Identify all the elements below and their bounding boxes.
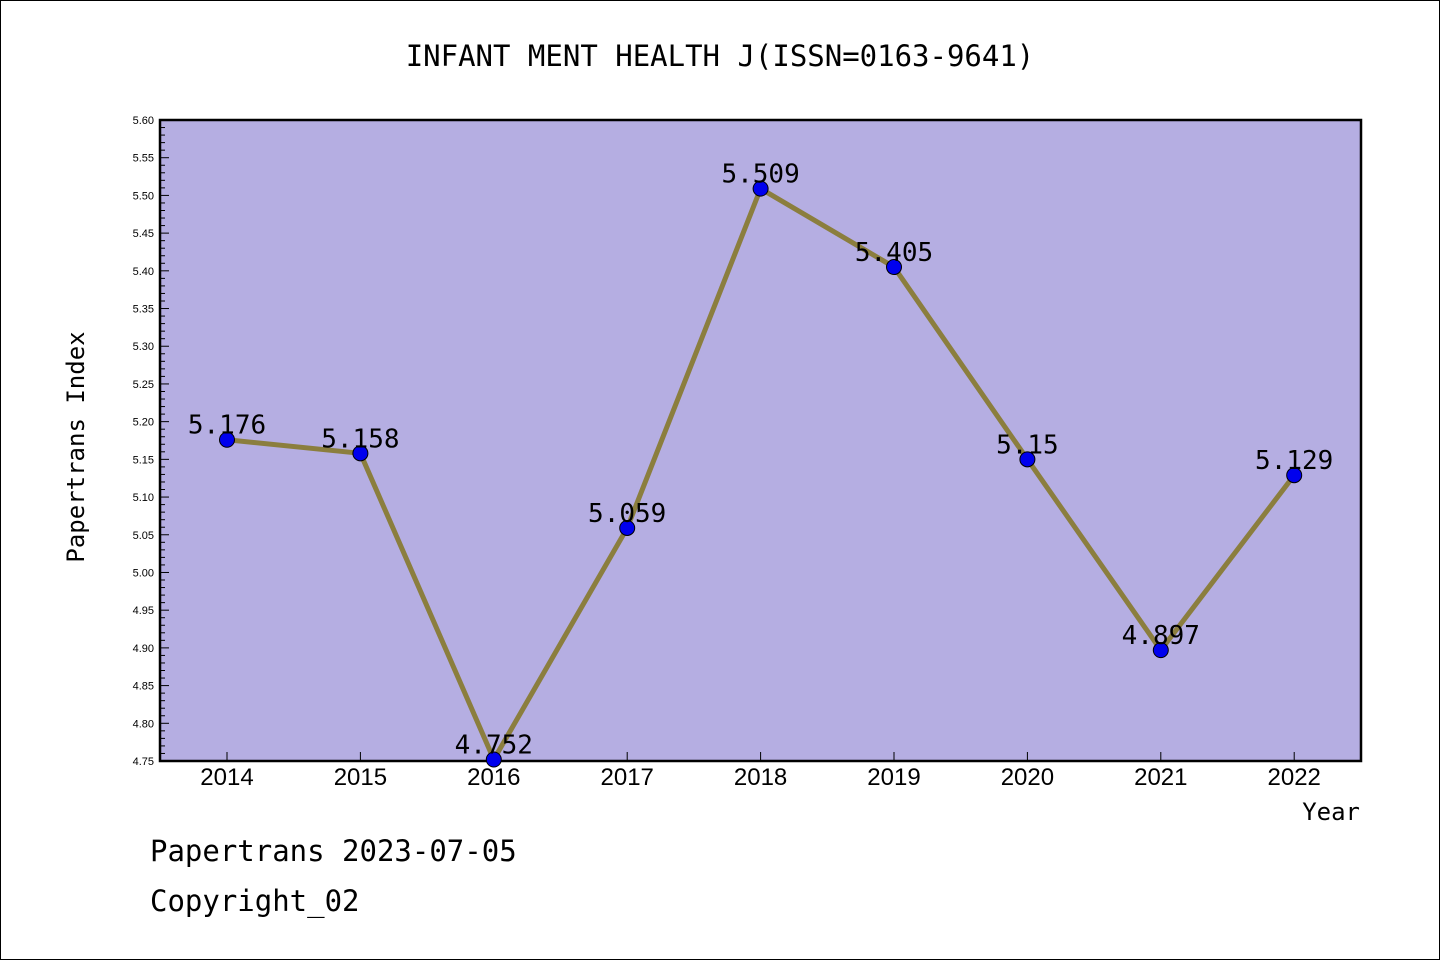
x-tick-label: 2015	[334, 764, 387, 791]
data-point	[1286, 467, 1303, 484]
data-point	[1152, 642, 1169, 659]
y-tick-label: 4.85	[133, 681, 154, 693]
data-label: 4.897	[1122, 621, 1200, 651]
y-tick-label: 4.90	[133, 643, 154, 655]
y-tick-label: 5.60	[133, 115, 154, 127]
data-label: 5.059	[588, 499, 666, 529]
y-tick-label: 5.10	[133, 492, 154, 504]
x-tick-label: 2014	[200, 764, 253, 791]
data-point	[886, 259, 902, 276]
y-tick-label: 5.15	[133, 454, 154, 466]
data-point	[219, 431, 235, 448]
chart-title: INFANT MENT HEALTH J(ISSN=0163-9641)	[406, 39, 1035, 73]
data-point	[352, 445, 369, 462]
footer-date: Papertrans 2023-07-05	[150, 834, 517, 868]
x-tick-label: 2020	[1001, 764, 1054, 791]
y-tick-label: 5.50	[133, 190, 154, 202]
y-tick-label: 5.40	[133, 266, 154, 278]
data-label: 5.405	[855, 238, 933, 268]
y-tick-label: 5.55	[133, 153, 154, 165]
x-tick-label: 2018	[734, 764, 787, 791]
y-tick-label: 4.80	[133, 718, 154, 730]
footer-copyright: Copyright_02	[150, 884, 360, 918]
data-point	[619, 519, 636, 536]
data-label: 5.176	[188, 411, 266, 441]
x-tick-label: 2022	[1268, 764, 1321, 791]
y-tick-label: 5.00	[133, 567, 154, 579]
y-axis-label: Papertrans Index	[62, 331, 90, 562]
y-tick-label: 4.95	[133, 605, 154, 617]
x-axis-label: Year	[1302, 798, 1360, 826]
data-label-group: 5.176 5.158 4.752 5.059 5.509 5.405 5.15 4.897 5…	[188, 160, 1333, 761]
x-tick-label: 2021	[1134, 764, 1187, 791]
x-axis: 2014 2015 2016 2017 2018 2019 2020 2021 2022	[200, 752, 1321, 791]
data-label: 5.509	[721, 160, 799, 190]
y-axis: 4.75 4.80 4.85 4.90 4.95 5.00 5.05 5.10 5.15 5.20…	[133, 115, 169, 768]
y-tick-label: 5.35	[133, 304, 154, 316]
y-tick-label: 5.45	[133, 228, 154, 240]
data-point	[485, 751, 502, 768]
data-label: 5.158	[321, 424, 399, 454]
series-line-group	[219, 180, 1303, 768]
y-tick-label: 4.75	[133, 756, 154, 768]
y-tick-label: 5.25	[133, 379, 154, 391]
data-label: 5.15	[996, 430, 1059, 460]
data-point	[1019, 451, 1036, 468]
y-tick-label: 5.30	[133, 341, 154, 353]
data-point	[752, 180, 769, 197]
x-tick-label: 2016	[467, 764, 520, 791]
data-label: 5.129	[1255, 446, 1333, 476]
x-tick-label: 2017	[601, 764, 654, 791]
data-label: 4.752	[455, 730, 533, 760]
y-tick-label: 5.20	[133, 417, 154, 429]
y-tick-label: 5.05	[133, 530, 154, 542]
x-tick-label: 2019	[867, 764, 920, 791]
